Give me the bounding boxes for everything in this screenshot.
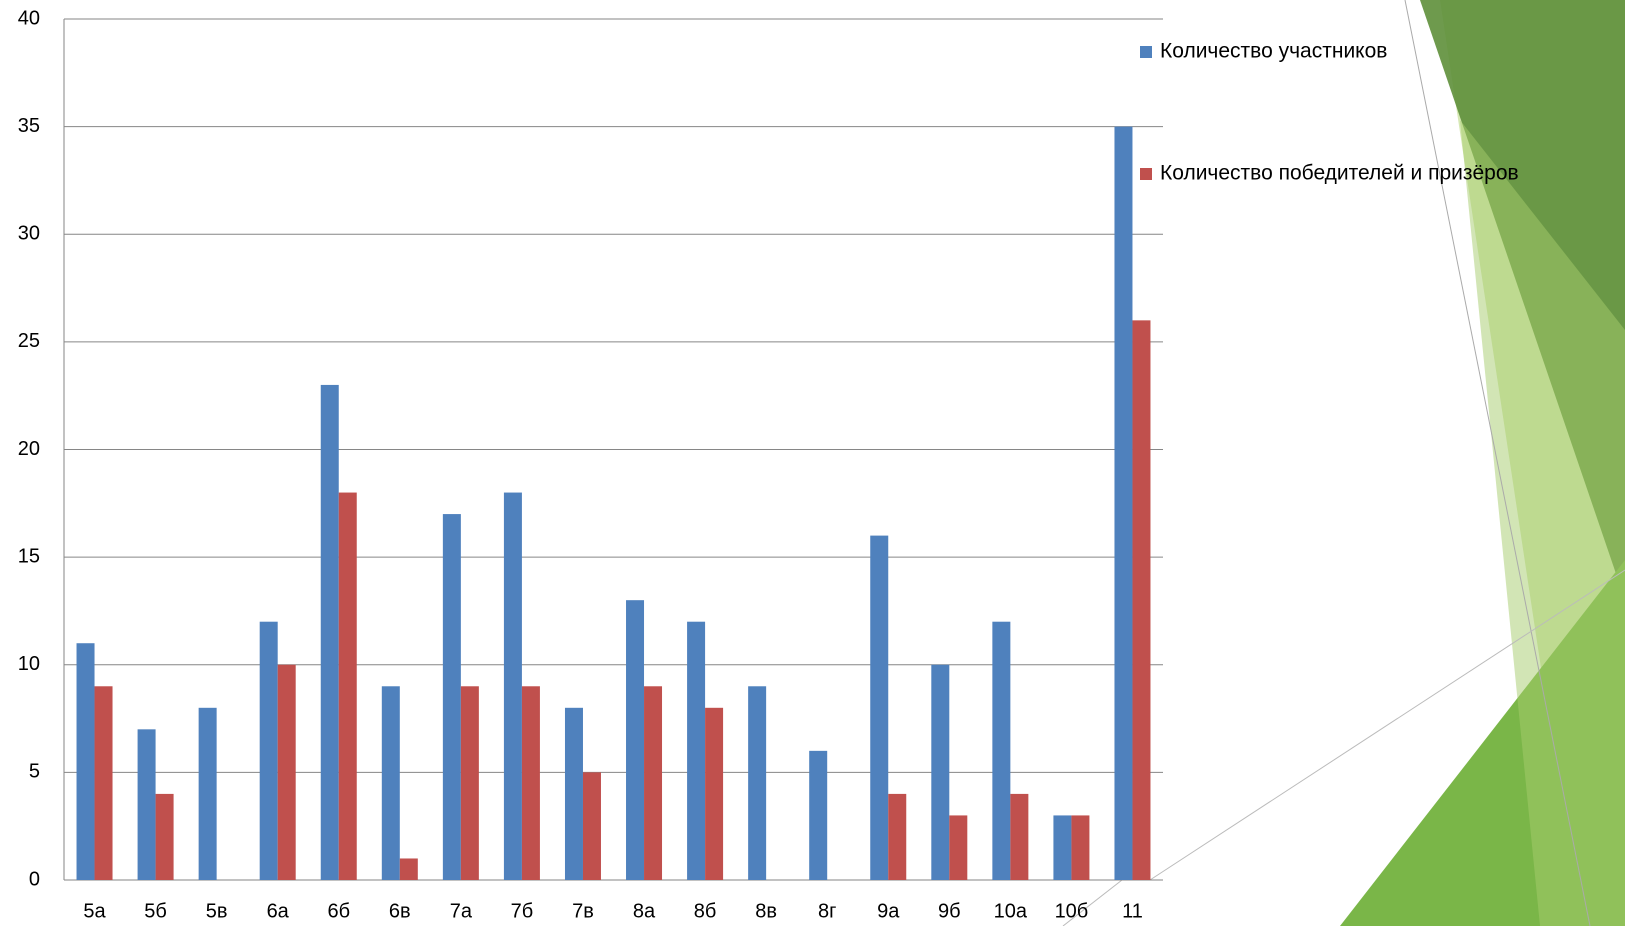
y-tick-label: 5 xyxy=(29,761,40,783)
bar xyxy=(259,621,278,880)
bar xyxy=(76,643,95,880)
bar xyxy=(1132,320,1151,881)
bar xyxy=(399,858,418,880)
decoration xyxy=(1062,0,1625,926)
bar xyxy=(564,707,583,880)
bar xyxy=(644,686,663,880)
bar xyxy=(460,686,479,880)
bar xyxy=(521,686,540,880)
legend-swatch xyxy=(1140,46,1152,58)
bar xyxy=(503,492,522,880)
x-tick-label: 8г xyxy=(818,900,836,922)
y-tick-label: 15 xyxy=(18,545,40,567)
bar xyxy=(155,793,174,880)
x-tick-label: 9а xyxy=(877,900,900,922)
x-tick-label: 7в xyxy=(572,900,594,922)
bar xyxy=(137,729,156,880)
y-tick-label: 20 xyxy=(18,438,40,460)
y-tick-label: 10 xyxy=(18,653,40,675)
legend-label: Количество победителей и призёров xyxy=(1160,162,1519,185)
x-tick-label: 10б xyxy=(1055,900,1089,922)
bar xyxy=(888,793,907,880)
bar xyxy=(949,815,968,880)
bar xyxy=(748,686,767,880)
x-tick-label: 11 xyxy=(1122,900,1143,922)
x-tick-label: 8а xyxy=(633,900,656,922)
bar xyxy=(1010,793,1029,880)
decor-line xyxy=(1062,879,1123,926)
x-tick-label: 9б xyxy=(938,900,961,922)
decor-line xyxy=(1404,0,1591,926)
y-tick-label: 25 xyxy=(18,330,40,352)
bar xyxy=(198,707,217,880)
x-tick-label: 8б xyxy=(694,900,717,922)
bar xyxy=(870,535,889,880)
x-tick-label: 6а xyxy=(267,900,290,922)
x-tick-label: 7б xyxy=(511,900,534,922)
legend-swatch xyxy=(1140,168,1152,180)
x-tick-label: 5в xyxy=(206,900,228,922)
bar xyxy=(442,514,461,880)
bar xyxy=(1114,126,1133,880)
x-tick-label: 8в xyxy=(755,900,777,922)
bar xyxy=(931,664,950,880)
bar xyxy=(277,664,296,880)
y-tick-label: 30 xyxy=(18,223,40,245)
bar xyxy=(1071,815,1090,880)
bar xyxy=(626,600,645,880)
x-tick-label: 5б xyxy=(144,900,167,922)
bar xyxy=(320,384,339,880)
x-tick-label: 6б xyxy=(327,900,350,922)
bar xyxy=(94,686,113,880)
decor-shape xyxy=(1460,120,1625,926)
bar xyxy=(338,492,357,880)
x-tick-label: 6в xyxy=(389,900,411,922)
x-tick-label: 7а xyxy=(450,900,473,922)
x-tick-label: 10а xyxy=(994,900,1028,922)
y-tick-label: 0 xyxy=(29,868,40,890)
x-tick-label: 5а xyxy=(83,900,106,922)
bar xyxy=(705,707,724,880)
decor-line xyxy=(1149,569,1625,881)
bar xyxy=(687,621,706,880)
bar xyxy=(992,621,1011,880)
bar xyxy=(381,686,400,880)
bar xyxy=(809,750,828,880)
bar xyxy=(1053,815,1072,880)
y-tick-label: 35 xyxy=(18,115,40,137)
legend-label: Количество участников xyxy=(1160,40,1387,63)
bar xyxy=(582,772,601,880)
y-tick-label: 40 xyxy=(18,7,40,29)
